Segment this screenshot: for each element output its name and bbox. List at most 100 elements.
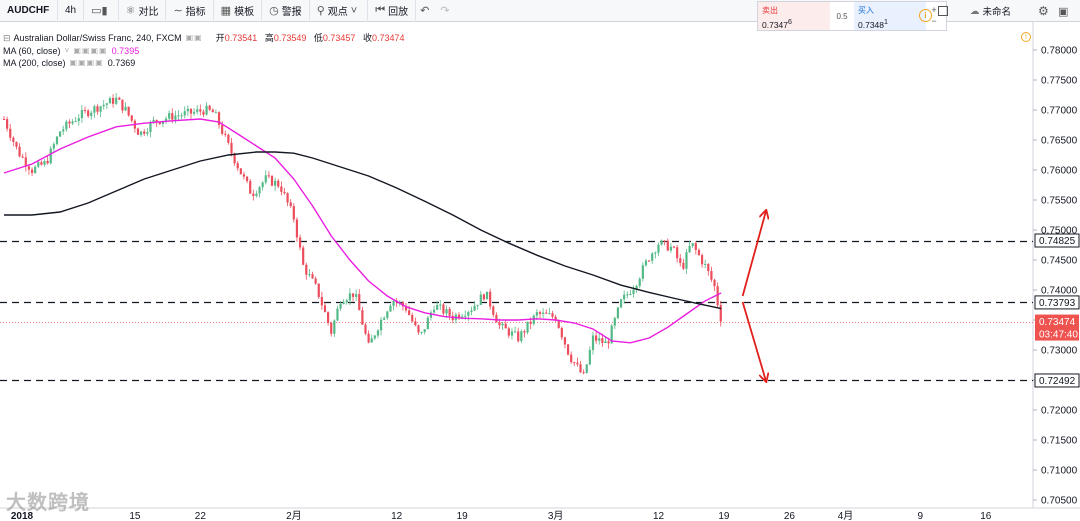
candle-body (501, 323, 504, 326)
candle-body (523, 331, 526, 333)
candle-body (691, 243, 694, 246)
x-tick-label: 12 (653, 511, 665, 521)
buy-button[interactable]: 买入 0.73481 (854, 2, 926, 30)
projection-arrows (741, 211, 766, 381)
undo-button[interactable]: ↶ (416, 0, 436, 22)
templates-label: 模板 (234, 7, 255, 18)
candle-body (90, 112, 93, 117)
ma60-label: MA (60, close) (3, 45, 61, 56)
warning-icon[interactable]: ! (1021, 32, 1031, 42)
camera-button[interactable]: ▣ (1058, 0, 1068, 22)
candle-body (87, 110, 90, 117)
high-label: 高 (264, 33, 274, 43)
ma200-buttons[interactable]: ▣▣▣▣ (69, 58, 104, 67)
candle-body (464, 315, 467, 317)
candle-body (669, 246, 672, 251)
indicators-icon: ∼ (173, 5, 183, 17)
candle-body (68, 121, 71, 124)
plus-icon[interactable]: + (931, 5, 937, 15)
info-icon[interactable]: i (919, 9, 932, 22)
candle-body (62, 129, 65, 132)
candle-body (311, 274, 314, 279)
candle-body (713, 279, 716, 287)
candle-body (149, 122, 152, 133)
support-resistance-levels (0, 240, 1033, 382)
ma60-buttons[interactable]: ˅ ▣▣▣▣ (64, 45, 108, 55)
alert-button[interactable]: ◷ 警报 (262, 0, 310, 22)
candle-body (676, 247, 679, 259)
x-tick-label: 19 (718, 511, 730, 521)
candle-body (9, 128, 12, 138)
candle-body (27, 166, 31, 170)
candle-body (65, 121, 68, 130)
candle-body (230, 142, 233, 154)
templates-button[interactable]: ▦ 模板 (214, 0, 263, 22)
settings-button[interactable]: ⚙ (1038, 0, 1049, 22)
candle-body (12, 137, 15, 142)
candle-body (697, 249, 701, 256)
candle-body (513, 331, 517, 333)
candle-body (261, 182, 264, 188)
replay-button[interactable]: ⏮ 回放 (368, 0, 417, 22)
layout-name[interactable]: ☁ 未命名 (970, 0, 1011, 22)
candle-body (43, 160, 46, 165)
candle-body (651, 253, 654, 261)
quote-widget: 卖出 0.73476 0.5 买入 0.73481 + − (757, 1, 947, 31)
candle-body (585, 364, 588, 373)
candle-body (52, 144, 55, 149)
indicators-button[interactable]: ∼ 指标 (166, 0, 214, 22)
redo-button[interactable]: ↷ (436, 0, 456, 22)
candle-body (591, 335, 595, 350)
candle-body (644, 260, 648, 266)
candle-body (379, 319, 383, 331)
price-axis-labels: 0.74825 0.73793 0.72492 0.73474 03:47:40 (1034, 233, 1080, 388)
fullscreen-button[interactable] (938, 0, 948, 22)
candle-body (629, 293, 632, 295)
candle-body (74, 121, 77, 123)
y-tick-label: 0.74500 (1041, 256, 1078, 267)
chart-style-button[interactable]: ▭▮ (84, 0, 119, 22)
candle-body (24, 157, 27, 167)
interval-button[interactable]: 4h (58, 0, 85, 22)
candle-body (473, 305, 476, 311)
legend-title: Australian Dollar/Swiss Franc, 240, FXCM (13, 33, 182, 43)
legend-buttons[interactable]: ▣▣ (185, 33, 203, 42)
candle-body (554, 316, 557, 321)
candle-body (199, 109, 202, 112)
level-price-label: 0.74825 (1039, 236, 1076, 247)
lightbulb-icon: ⚲ (316, 5, 325, 17)
close-label: 收 (362, 33, 372, 43)
candle-body (115, 97, 118, 104)
x-tick-label: 2018 (11, 511, 34, 521)
candle-body (404, 306, 408, 311)
moving-average-line (4, 151, 722, 310)
candle-body (476, 304, 479, 306)
candle-body (542, 312, 545, 314)
templates-icon: ▦ (220, 5, 232, 17)
y-tick-label: 0.73000 (1041, 346, 1078, 357)
sell-button[interactable]: 卖出 0.73476 (758, 2, 830, 30)
candle-body (504, 323, 507, 329)
candle-body (361, 310, 364, 325)
candle-body (186, 108, 189, 112)
candle-body (221, 125, 224, 134)
candle-body (77, 118, 80, 122)
minus-icon[interactable]: − (931, 16, 937, 26)
candle-body (417, 325, 420, 333)
ideas-button[interactable]: ⚲ 观点 ˅ (310, 0, 369, 22)
candle-body (2, 119, 6, 120)
candle-body (408, 310, 411, 315)
candle-body (601, 338, 604, 343)
candle-body (485, 291, 489, 300)
candle-body (638, 278, 641, 286)
candle-body (270, 176, 274, 186)
symbol-search[interactable]: AUDCHF (0, 0, 58, 22)
compare-button[interactable]: ⚛ 对比 (119, 0, 167, 22)
candle-body (351, 293, 355, 297)
candle-body (252, 193, 255, 196)
collapse-icon[interactable]: ⊟ (3, 33, 11, 43)
quantity-stepper[interactable]: + − (926, 2, 942, 30)
candle-body (298, 237, 302, 248)
candle-body (93, 106, 96, 113)
